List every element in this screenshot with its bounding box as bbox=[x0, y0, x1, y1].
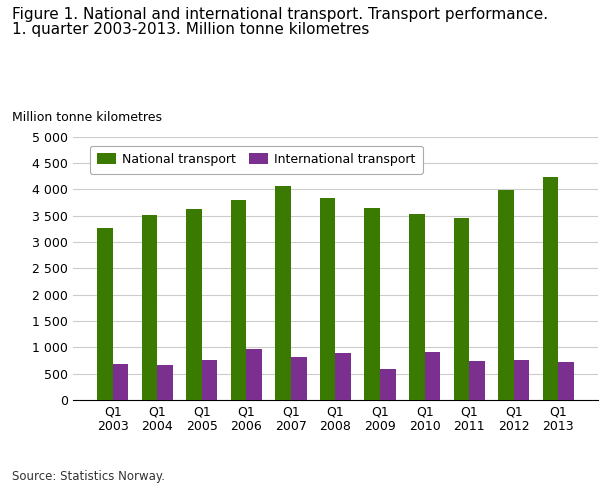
Bar bbox=[425, 352, 440, 400]
Bar bbox=[246, 349, 262, 400]
Bar bbox=[498, 190, 514, 400]
Text: Million tonne kilometres: Million tonne kilometres bbox=[12, 111, 162, 124]
Bar bbox=[275, 186, 291, 400]
Legend: National transport, International transport: National transport, International transp… bbox=[90, 145, 423, 174]
Text: Source: Statistics Norway.: Source: Statistics Norway. bbox=[12, 470, 165, 483]
Bar bbox=[454, 218, 469, 400]
Bar bbox=[231, 200, 246, 400]
Bar bbox=[291, 357, 307, 400]
Bar bbox=[142, 215, 157, 400]
Bar bbox=[469, 361, 485, 400]
Bar bbox=[320, 198, 336, 400]
Bar bbox=[113, 364, 128, 400]
Bar bbox=[202, 360, 217, 400]
Bar bbox=[380, 369, 396, 400]
Bar bbox=[336, 353, 351, 400]
Bar bbox=[409, 214, 425, 400]
Text: Figure 1. National and international transport. Transport performance.: Figure 1. National and international tra… bbox=[12, 7, 548, 22]
Bar bbox=[97, 228, 113, 400]
Bar bbox=[514, 360, 529, 400]
Bar bbox=[543, 177, 558, 400]
Bar bbox=[157, 365, 173, 400]
Bar bbox=[364, 208, 380, 400]
Bar bbox=[558, 362, 574, 400]
Text: 1. quarter 2003-2013. Million tonne kilometres: 1. quarter 2003-2013. Million tonne kilo… bbox=[12, 22, 370, 37]
Bar bbox=[186, 209, 202, 400]
